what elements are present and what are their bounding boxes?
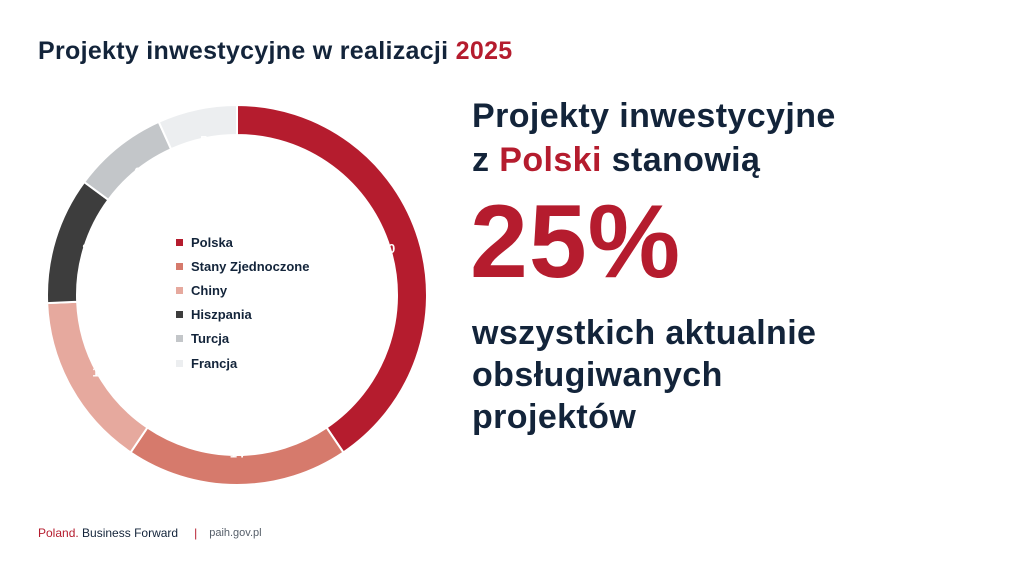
donut-value-label: 30 [381, 241, 395, 256]
donut-value-label: 14 [230, 446, 245, 461]
share-percentage: 25% [470, 184, 682, 300]
footer: Poland. Business Forward | paih.gov.pl [38, 526, 262, 540]
legend-label: Hiszpania [191, 307, 252, 323]
footer-separator: | [194, 526, 198, 540]
donut-value-label: 5 [200, 133, 207, 148]
brand-logo-text: Business Forward [78, 526, 179, 540]
donut-slice-francja [157, 103, 238, 151]
chart-title-text: Projekty inwestycyjne w realizacji [38, 37, 456, 65]
legend-item: Turcja [176, 327, 309, 351]
legend-label: Polska [191, 234, 233, 250]
legend-item: Polska [176, 230, 309, 254]
donut-value-label: 11 [92, 365, 106, 380]
legend-swatch [176, 262, 183, 270]
legend-label: Francja [191, 355, 238, 371]
share-description: wszystkich aktualnie obsługiwanych proje… [472, 312, 816, 438]
chart-legend: Polska Stany Zjednoczone Chiny Hiszpania Tur… [176, 230, 309, 375]
legend-item: Francja [176, 351, 309, 375]
headline-line-1: Projekty inwestycyjne [472, 97, 836, 135]
legend-swatch [176, 311, 183, 319]
legend-label: Turcja [191, 331, 230, 347]
headline-accent-country: Polski [499, 141, 602, 179]
legend-swatch [176, 286, 183, 294]
legend-label: Stany Zjednoczone [191, 258, 310, 274]
chart-title-year: 2025 [455, 37, 513, 65]
share-description-line-3: projektów [472, 398, 637, 436]
footer-url[interactable]: paih.gov.pl [209, 527, 262, 539]
headline-line-2-pre: z [472, 141, 500, 179]
legend-item: Chiny [176, 278, 309, 302]
share-description-line-2: obsługiwanych [472, 356, 723, 394]
brand-logo-accent: Poland. [38, 526, 79, 540]
headline-line-2: z Polski stanowią [472, 138, 836, 182]
chart-title: Projekty inwestycyjne w realizacji 2025 [38, 36, 512, 66]
legend-swatch [176, 238, 183, 246]
legend-swatch [176, 359, 183, 367]
headline-line-2-post: stanowią [601, 141, 761, 179]
donut-chart: 30 14 11 8 6 5 [46, 103, 428, 486]
headline: Projekty inwestycyjne z Polski stanowią [472, 94, 836, 182]
legend-swatch [176, 335, 183, 343]
legend-item: Hiszpania [176, 303, 309, 327]
donut-value-label: 6 [134, 165, 141, 180]
brand-logo: Poland. Business Forward [38, 526, 178, 540]
donut-value-label: 8 [82, 241, 89, 256]
share-description-line-1: wszystkich aktualnie [472, 314, 817, 352]
donut-slice-turcja [82, 120, 173, 202]
legend-label: Chiny [191, 282, 228, 298]
legend-item: Stany Zjednoczone [176, 254, 309, 278]
donut-slice-hiszpania [46, 180, 110, 305]
